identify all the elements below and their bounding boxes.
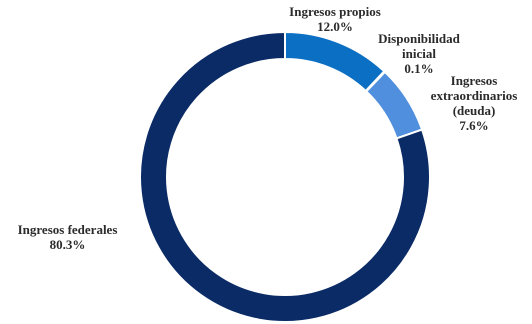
slice-value-label: 0.1% bbox=[404, 61, 434, 76]
slice-value-label: 7.6% bbox=[459, 118, 489, 133]
slice-label-line: Disponibilidad bbox=[378, 31, 460, 46]
slice-label-line: extraordinarios bbox=[430, 88, 518, 103]
slice-value-label: 80.3% bbox=[49, 237, 86, 252]
slice-label-line: Ingresos federales bbox=[17, 222, 118, 237]
donut-slice-3 bbox=[364, 70, 424, 140]
label-ingresos-federales: Ingresos federales 80.3% bbox=[0, 222, 135, 252]
label-ingresos-propios: Ingresos propios 12.0% bbox=[270, 4, 400, 34]
donut-slice-4 bbox=[139, 30, 431, 323]
slice-label-line: Ingresos bbox=[450, 73, 498, 88]
donut-slices bbox=[139, 30, 431, 323]
slice-label-line: Ingresos propios bbox=[289, 4, 381, 19]
slice-label-line: inicial bbox=[402, 46, 436, 61]
label-disponibilidad-inicial: Disponibilidad inicial 0.1% bbox=[354, 31, 484, 76]
label-ingresos-extraordinarios: Ingresos extraordinarios (deuda) 7.6% bbox=[418, 73, 530, 133]
slice-value-label: 12.0% bbox=[317, 19, 353, 34]
slice-label-line: (deuda) bbox=[452, 103, 496, 118]
